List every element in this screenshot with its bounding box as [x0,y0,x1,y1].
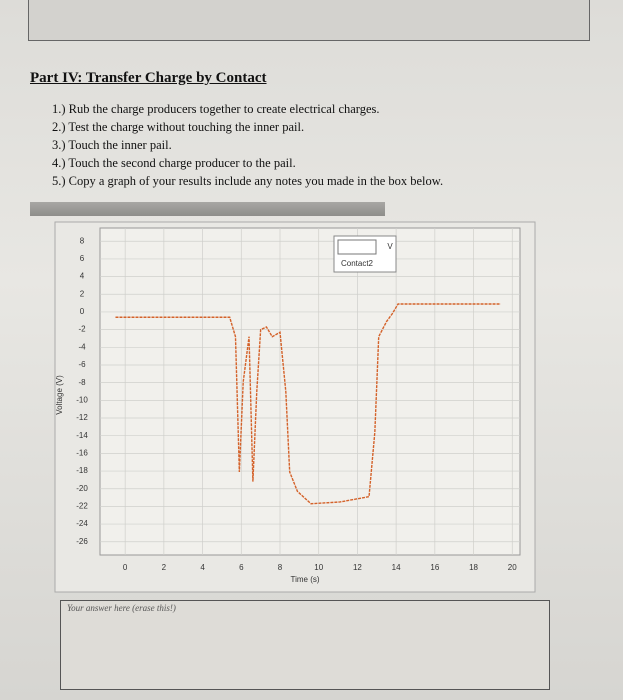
y-tick-label: 8 [80,236,85,245]
x-tick-label: 14 [392,563,401,572]
legend-input[interactable] [337,239,377,255]
y-axis-label: Voltage (V) [55,375,64,415]
section-title: Part IV: Transfer Charge by Contact [30,70,267,86]
y-tick-label: -6 [78,360,86,369]
answer-box[interactable]: Your answer here (erase this!) [60,600,550,690]
x-tick-label: 10 [314,563,323,572]
y-tick-label: -20 [76,484,88,493]
y-tick-label: 4 [80,272,85,281]
x-tick-label: 0 [123,563,128,572]
x-tick-label: 4 [200,563,205,572]
data-line [115,303,501,505]
y-tick-label: -26 [76,537,88,546]
toolbar [30,202,385,216]
y-tick-label: -22 [76,502,88,511]
legend-entry: Contact2 [341,259,374,268]
y-tick-label: -8 [78,378,86,387]
x-tick-label: 2 [162,563,167,572]
y-tick-label: -12 [76,413,88,422]
x-tick-label: 16 [430,563,439,572]
step: 5.) Copy a graph of your results include… [52,174,444,188]
plot-area [99,227,521,556]
x-tick-label: 12 [353,563,362,572]
x-tick-label: 20 [508,563,517,572]
x-tick-label: 8 [278,563,283,572]
step: 4.) Touch the second charge producer to … [52,156,296,170]
y-tick-label: 0 [80,307,85,316]
y-tick-label: -10 [76,395,88,404]
x-tick-label: 18 [469,563,478,572]
x-axis-label: Time (s) [290,575,319,584]
y-tick-label: -18 [76,466,88,475]
answer-placeholder: Your answer here (erase this!) [67,603,176,613]
legend-units: V [387,242,393,251]
step: 1.) Rub the charge producers together to… [52,102,380,116]
y-tick-label: -4 [78,342,86,351]
y-tick-label: -24 [76,519,88,528]
y-tick-label: 2 [80,289,85,298]
step: 3.) Touch the inner pail. [52,138,172,152]
y-tick-label: 6 [80,254,85,263]
y-tick-label: -2 [78,325,86,334]
previous-answer-box [28,0,590,41]
step: 2.) Test the charge without touching the… [52,120,305,134]
x-tick-label: 6 [239,563,244,572]
y-tick-label: -14 [76,431,88,440]
steps: 1.) Rub the charge producers together to… [52,100,443,190]
y-tick-label: -16 [76,448,88,457]
